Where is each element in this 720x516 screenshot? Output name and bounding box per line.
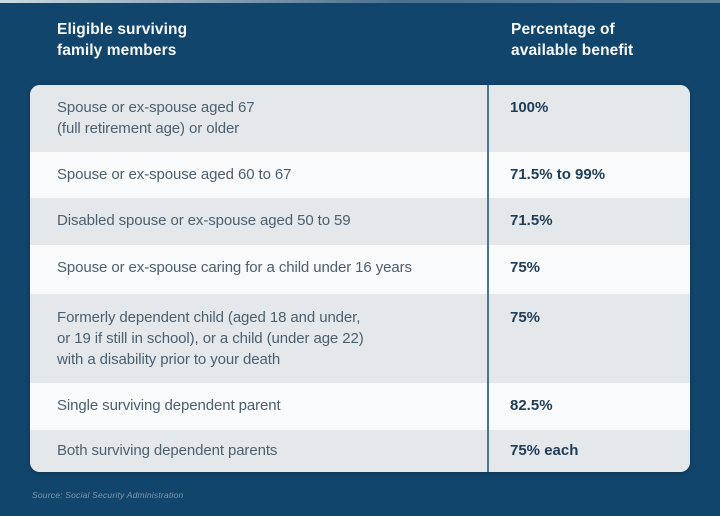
row-label: Spouse or ex-spouse aged 60 to 67 — [57, 166, 292, 183]
table-row: Single surviving dependent parent 82.5% — [30, 383, 690, 430]
table-row: Spouse or ex-spouse caring for a child u… — [30, 245, 690, 294]
row-value: 100% — [510, 99, 549, 116]
row-value: 75% each — [510, 442, 579, 459]
row-label: Both surviving dependent parents — [57, 442, 278, 459]
column-header-percentage: Percentage of available benefit — [511, 21, 634, 59]
row-value: 71.5% to 99% — [510, 166, 606, 183]
row-label: Disabled spouse or ex-spouse aged 50 to … — [57, 212, 351, 229]
row-value: 71.5% — [510, 212, 553, 229]
table-row: Disabled spouse or ex-spouse aged 50 to … — [30, 198, 690, 245]
table-row: Formerly dependent child (aged 18 and un… — [30, 294, 690, 383]
top-edge-highlight — [0, 0, 720, 3]
row-label: Spouse or ex-spouse aged 67 (full retire… — [57, 99, 255, 137]
row-value: 75% — [510, 309, 541, 326]
row-value: 75% — [510, 259, 541, 276]
row-label: Single surviving dependent parent — [57, 397, 281, 414]
source-attribution: Source: Social Security Administration — [32, 490, 184, 500]
column-divider — [487, 85, 489, 472]
table-row: Spouse or ex-spouse aged 60 to 67 71.5% … — [30, 152, 690, 198]
table-row: Both surviving dependent parents 75% eac… — [30, 430, 690, 472]
column-header-family-members: Eligible surviving family members — [57, 21, 188, 59]
benefits-table: Spouse or ex-spouse aged 67 (full retire… — [30, 85, 690, 472]
row-label: Formerly dependent child (aged 18 and un… — [57, 309, 364, 368]
table-row: Spouse or ex-spouse aged 67 (full retire… — [30, 85, 690, 152]
row-value: 82.5% — [510, 397, 553, 414]
row-label: Spouse or ex-spouse caring for a child u… — [57, 259, 412, 276]
